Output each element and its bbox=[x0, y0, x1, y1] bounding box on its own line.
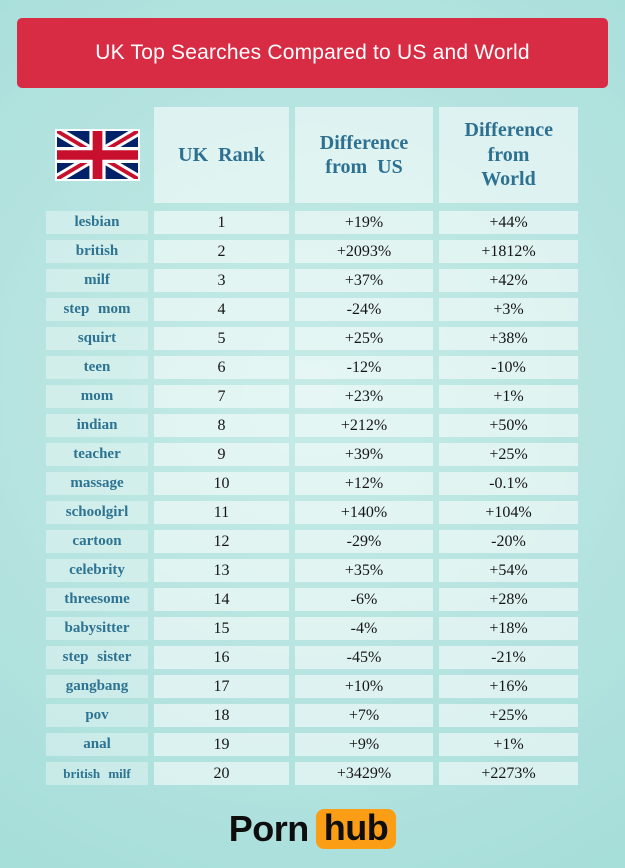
term-cell: threesome bbox=[46, 588, 148, 611]
rank-cell: 4 bbox=[154, 298, 289, 321]
term-cell: pov bbox=[46, 704, 148, 727]
diff-world-cell: -0.1% bbox=[439, 472, 578, 495]
comparison-table: UK Rank Difference from US Difference fr… bbox=[46, 107, 578, 785]
diff-us-cell: -6% bbox=[295, 588, 433, 611]
diff-us-cell: +39% bbox=[295, 443, 433, 466]
term-cell: massage bbox=[46, 472, 148, 495]
rank-cell: 8 bbox=[154, 414, 289, 437]
column-header-label: Difference from World bbox=[464, 119, 553, 191]
rank-cell: 6 bbox=[154, 356, 289, 379]
term-cell: squirt bbox=[46, 327, 148, 350]
term-cell: step sister bbox=[46, 646, 148, 669]
term-cell: teacher bbox=[46, 443, 148, 466]
diff-us-cell: +35% bbox=[295, 559, 433, 582]
diff-world-cell: +54% bbox=[439, 559, 578, 582]
table-rows: lesbian 1 +19% +44% british 2 +2093% +1812% milf… bbox=[46, 211, 578, 785]
rank-cell: 1 bbox=[154, 211, 289, 234]
diff-world-cell: +2273% bbox=[439, 762, 578, 785]
rank-cell: 19 bbox=[154, 733, 289, 756]
rank-cell: 12 bbox=[154, 530, 289, 553]
diff-us-cell: +212% bbox=[295, 414, 433, 437]
flag-header-cell bbox=[46, 107, 148, 203]
diff-us-cell: +9% bbox=[295, 733, 433, 756]
diff-world-cell: +1% bbox=[439, 733, 578, 756]
rank-cell: 15 bbox=[154, 617, 289, 640]
term-cell: anal bbox=[46, 733, 148, 756]
diff-world-cell: -21% bbox=[439, 646, 578, 669]
rank-cell: 11 bbox=[154, 501, 289, 524]
diff-world-cell: -20% bbox=[439, 530, 578, 553]
term-cell: cartoon bbox=[46, 530, 148, 553]
diff-world-cell: +104% bbox=[439, 501, 578, 524]
rank-cell: 14 bbox=[154, 588, 289, 611]
column-header-uk-rank: UK Rank bbox=[154, 107, 289, 203]
diff-world-cell: +1% bbox=[439, 385, 578, 408]
term-cell: indian bbox=[46, 414, 148, 437]
column-header-diff-us: Difference from US bbox=[295, 107, 433, 203]
term-cell: milf bbox=[46, 269, 148, 292]
diff-us-cell: +25% bbox=[295, 327, 433, 350]
logo-text-hub: hub bbox=[315, 808, 397, 850]
term-cell: lesbian bbox=[46, 211, 148, 234]
term-cell: teen bbox=[46, 356, 148, 379]
rank-cell: 17 bbox=[154, 675, 289, 698]
uk-flag-icon bbox=[54, 129, 140, 181]
rank-cell: 16 bbox=[154, 646, 289, 669]
diff-us-cell: +19% bbox=[295, 211, 433, 234]
column-header-label: Difference from US bbox=[319, 131, 409, 178]
term-cell: schoolgirl bbox=[46, 501, 148, 524]
diff-world-cell: +28% bbox=[439, 588, 578, 611]
diff-us-cell: +12% bbox=[295, 472, 433, 495]
term-cell: british bbox=[46, 240, 148, 263]
logo-text-porn: Porn bbox=[228, 808, 310, 849]
diff-us-cell: -45% bbox=[295, 646, 433, 669]
diff-world-cell: +18% bbox=[439, 617, 578, 640]
diff-world-cell: -10% bbox=[439, 356, 578, 379]
term-cell: step mom bbox=[46, 298, 148, 321]
diff-us-cell: +140% bbox=[295, 501, 433, 524]
diff-us-cell: +3429% bbox=[295, 762, 433, 785]
rank-cell: 10 bbox=[154, 472, 289, 495]
diff-world-cell: +25% bbox=[439, 704, 578, 727]
diff-us-cell: -29% bbox=[295, 530, 433, 553]
rank-cell: 18 bbox=[154, 704, 289, 727]
pornhub-logo: Porn hub bbox=[0, 806, 625, 852]
diff-us-cell: +10% bbox=[295, 675, 433, 698]
table-header-row: UK Rank Difference from US Difference fr… bbox=[46, 107, 578, 203]
rank-cell: 2 bbox=[154, 240, 289, 263]
rank-cell: 20 bbox=[154, 762, 289, 785]
diff-world-cell: +16% bbox=[439, 675, 578, 698]
diff-us-cell: -12% bbox=[295, 356, 433, 379]
diff-world-cell: +50% bbox=[439, 414, 578, 437]
diff-world-cell: +3% bbox=[439, 298, 578, 321]
rank-cell: 3 bbox=[154, 269, 289, 292]
column-header-label: UK Rank bbox=[178, 143, 265, 166]
diff-us-cell: -4% bbox=[295, 617, 433, 640]
page-title: UK Top Searches Compared to US and World bbox=[95, 41, 530, 64]
term-cell: babysitter bbox=[46, 617, 148, 640]
rank-cell: 9 bbox=[154, 443, 289, 466]
diff-us-cell: +7% bbox=[295, 704, 433, 727]
term-cell: gangbang bbox=[46, 675, 148, 698]
column-header-diff-world: Difference from World bbox=[439, 107, 578, 203]
rank-cell: 5 bbox=[154, 327, 289, 350]
diff-us-cell: +2093% bbox=[295, 240, 433, 263]
term-cell: mom bbox=[46, 385, 148, 408]
diff-world-cell: +38% bbox=[439, 327, 578, 350]
term-cell: british milf bbox=[46, 762, 148, 785]
diff-world-cell: +25% bbox=[439, 443, 578, 466]
rank-cell: 7 bbox=[154, 385, 289, 408]
term-cell: celebrity bbox=[46, 559, 148, 582]
rank-cell: 13 bbox=[154, 559, 289, 582]
diff-world-cell: +44% bbox=[439, 211, 578, 234]
diff-us-cell: -24% bbox=[295, 298, 433, 321]
diff-us-cell: +37% bbox=[295, 269, 433, 292]
diff-world-cell: +1812% bbox=[439, 240, 578, 263]
diff-world-cell: +42% bbox=[439, 269, 578, 292]
diff-us-cell: +23% bbox=[295, 385, 433, 408]
title-banner: UK Top Searches Compared to US and World bbox=[17, 18, 608, 88]
